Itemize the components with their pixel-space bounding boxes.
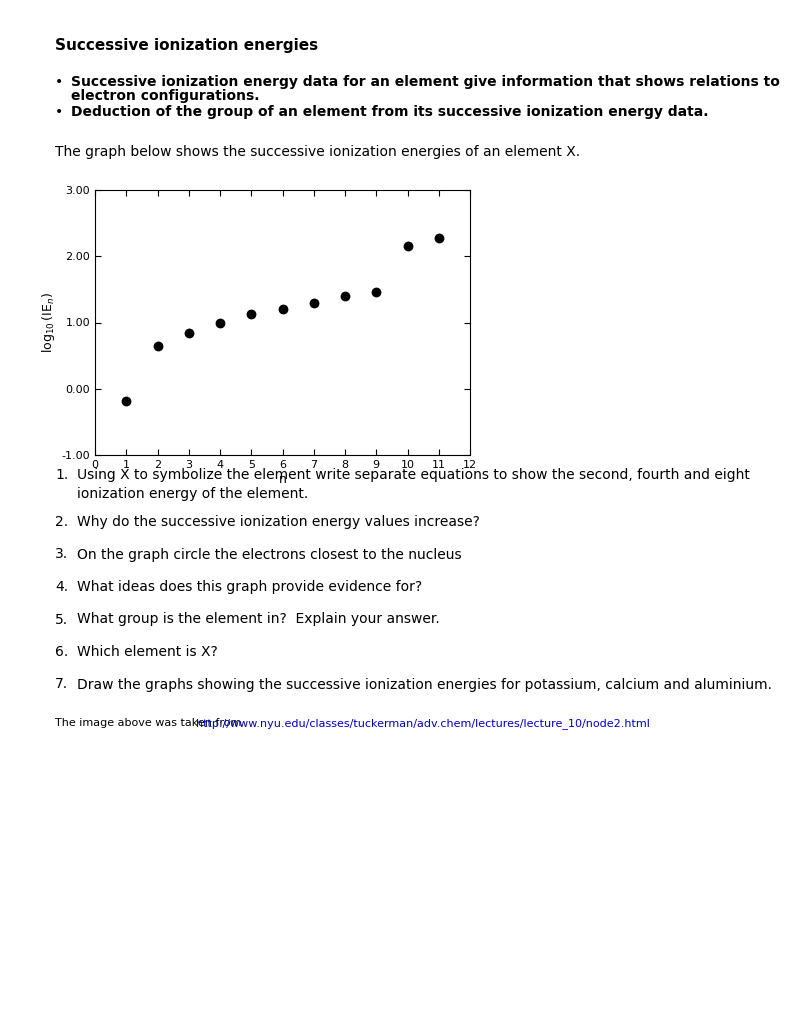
Text: Using X to symbolize the element write separate equations to show the second, fo: Using X to symbolize the element write s… <box>77 468 750 501</box>
Text: The graph below shows the successive ionization energies of an element X.: The graph below shows the successive ion… <box>55 145 580 159</box>
Text: http://www.nyu.edu/classes/tuckerman/adv.chem/lectures/lecture_10/node2.html: http://www.nyu.edu/classes/tuckerman/adv… <box>196 718 650 729</box>
Text: 4.: 4. <box>55 580 68 594</box>
Point <box>401 239 414 255</box>
Text: What group is the element in?  Explain your answer.: What group is the element in? Explain yo… <box>77 612 440 627</box>
Point <box>151 338 164 354</box>
Text: Draw the graphs showing the successive ionization energies for potassium, calciu: Draw the graphs showing the successive i… <box>77 678 772 691</box>
Text: Why do the successive ionization energy values increase?: Why do the successive ionization energy … <box>77 515 480 529</box>
Point <box>308 295 320 311</box>
Text: 6.: 6. <box>55 645 68 659</box>
Text: Which element is X?: Which element is X? <box>77 645 218 659</box>
Point <box>245 306 258 323</box>
Point <box>183 325 195 341</box>
Y-axis label: $\log_{10}(\mathrm{IE}_n)$: $\log_{10}(\mathrm{IE}_n)$ <box>40 292 57 353</box>
Point <box>433 229 445 246</box>
Text: Successive ionization energy data for an element give information that shows rel: Successive ionization energy data for an… <box>71 75 780 89</box>
Text: •: • <box>55 105 63 119</box>
Text: •: • <box>55 75 63 89</box>
Point <box>339 288 351 304</box>
Text: Deduction of the group of an element from its successive ionization energy data.: Deduction of the group of an element fro… <box>71 105 709 119</box>
Text: electron configurations.: electron configurations. <box>71 89 259 103</box>
Text: Successive ionization energies: Successive ionization energies <box>55 38 318 53</box>
Text: On the graph circle the electrons closest to the nucleus: On the graph circle the electrons closes… <box>77 548 462 561</box>
Text: The image above was taken from: The image above was taken from <box>55 718 245 728</box>
Point <box>120 392 133 409</box>
Text: 2.: 2. <box>55 515 68 529</box>
Text: 3.: 3. <box>55 548 68 561</box>
Text: What ideas does this graph provide evidence for?: What ideas does this graph provide evide… <box>77 580 422 594</box>
Point <box>276 301 289 317</box>
Text: 1.: 1. <box>55 468 68 482</box>
Text: 5.: 5. <box>55 612 68 627</box>
Text: 7.: 7. <box>55 678 68 691</box>
Point <box>214 314 226 331</box>
Point <box>370 284 383 300</box>
X-axis label: n: n <box>278 473 286 485</box>
